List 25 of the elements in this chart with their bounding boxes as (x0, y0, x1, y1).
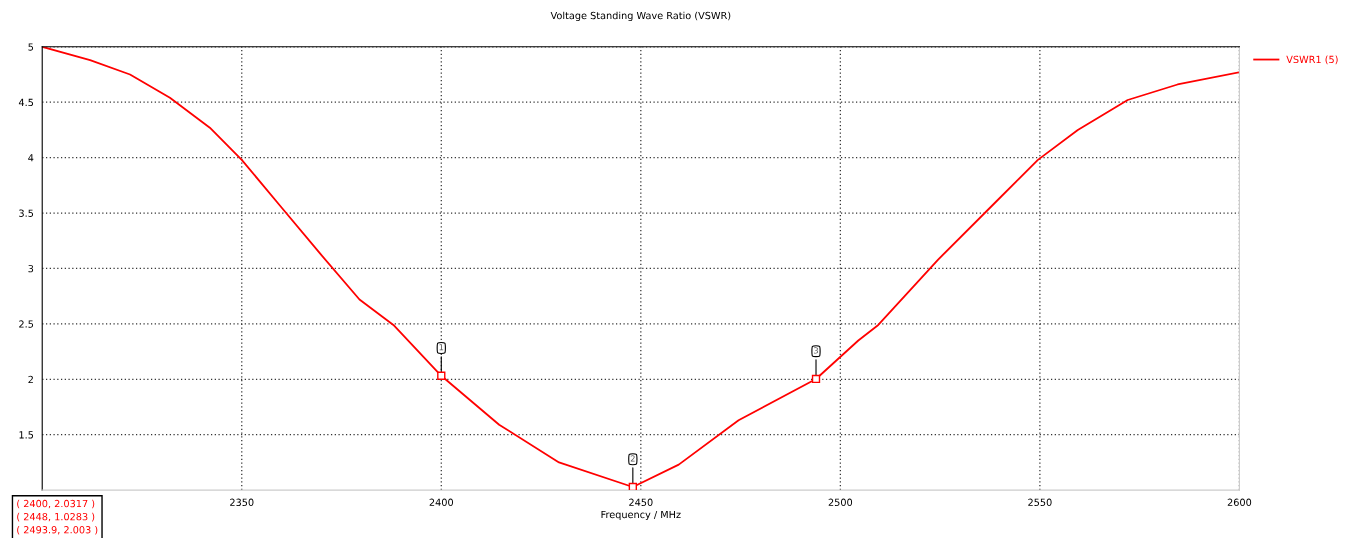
chart-title: Voltage Standing Wave Ratio (VSWR) (550, 11, 731, 22)
y-tick-label: 2.5 (19, 320, 34, 328)
y-tick-label: 3.5 (19, 209, 34, 217)
x-tick-label: 2500 (828, 498, 853, 506)
legend-label: VSWR1 (5) (1286, 55, 1338, 65)
x-tick-label: 2450 (629, 498, 653, 506)
annotation: 3 (814, 347, 818, 354)
text: ( 2400, 2.0317 ) (17, 499, 95, 509)
x-tick-label: 2550 (1028, 498, 1052, 506)
annotation: 2 (630, 455, 635, 462)
x-tick-label: 2400 (429, 498, 454, 506)
x-axis-title: Frequency / MHz (601, 510, 681, 521)
point (811, 374, 821, 384)
x-tick-label: 2350 (230, 498, 254, 506)
y-tick-label: 1.5 (19, 431, 34, 439)
x-tick-label: 2600 (1227, 498, 1252, 506)
y-tick-label: 3 (28, 264, 34, 273)
y-tick-label: 2 (28, 375, 33, 383)
y-tick-label: 5 (28, 43, 34, 51)
annotation: 1 (439, 344, 444, 351)
y-tick-label: 4 (28, 154, 34, 162)
text: ( 2493.9, 2.003 ) (17, 525, 98, 535)
text: ( 2448, 1.0283 ) (17, 512, 95, 522)
point (628, 482, 638, 491)
y-tick-label: 4.5 (18, 98, 34, 107)
